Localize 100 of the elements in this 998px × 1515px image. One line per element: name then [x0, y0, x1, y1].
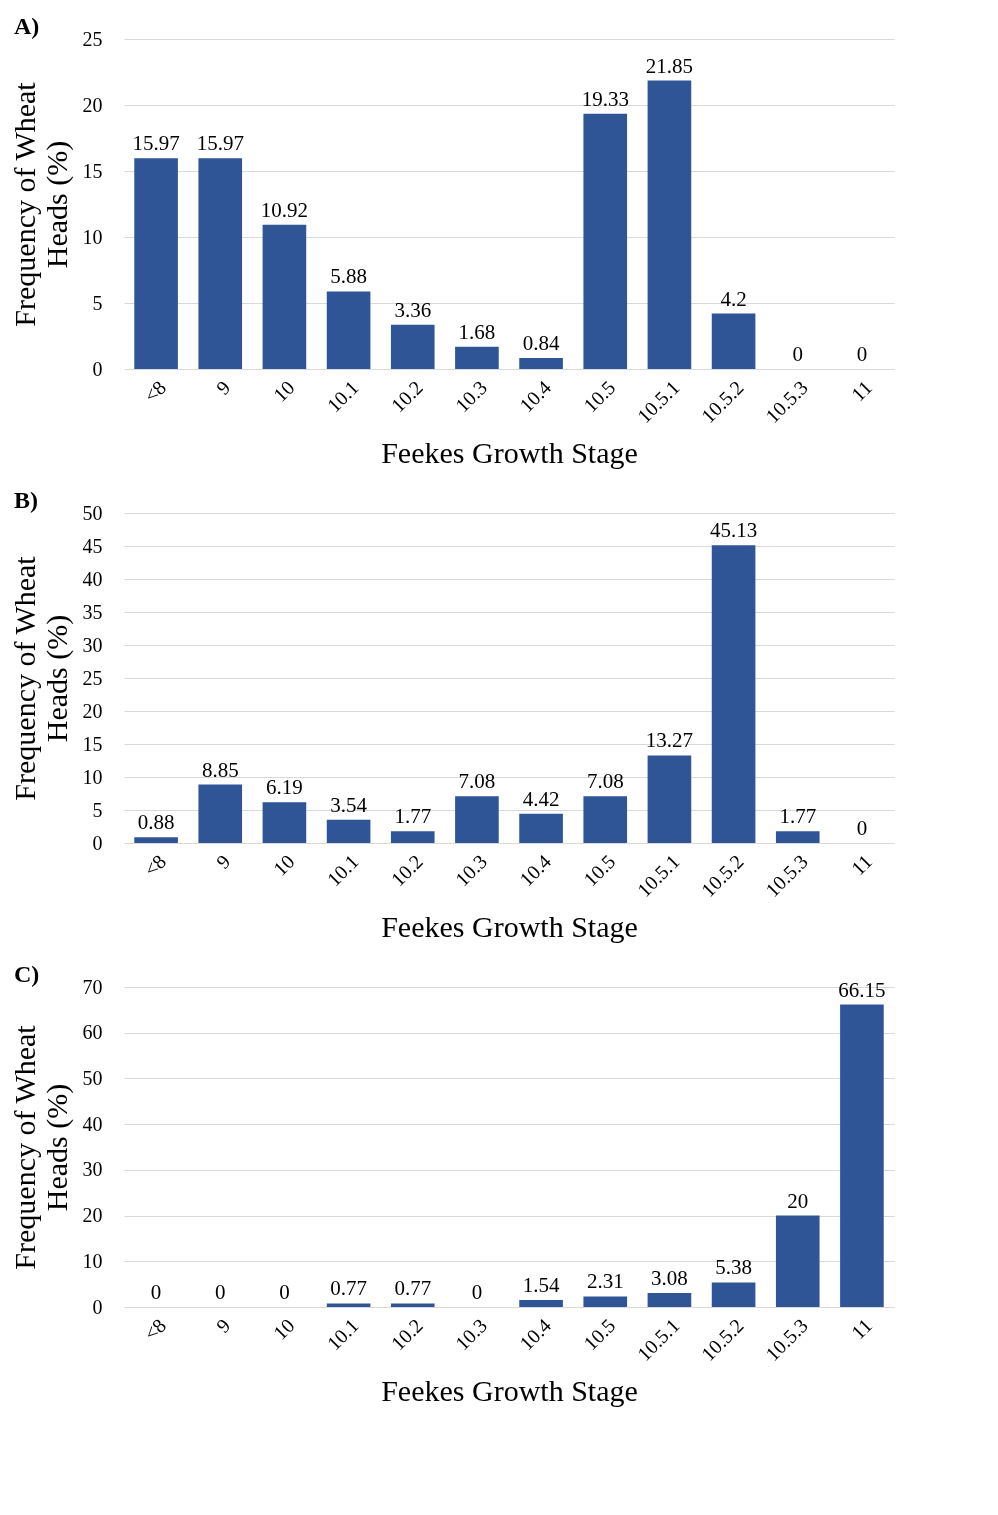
y-tick-label: 15 — [82, 732, 103, 755]
y-tick-label: 10 — [82, 1249, 103, 1272]
bar — [519, 357, 563, 369]
x-tick-label: 10.2 — [386, 376, 427, 417]
data-label: 1.77 — [779, 804, 817, 829]
data-label: 5.88 — [330, 264, 367, 289]
y-tick-label: 15 — [82, 159, 103, 182]
x-tick-label: 10 — [268, 850, 299, 880]
data-label: 4.42 — [522, 786, 560, 811]
x-tick-label: 10 — [268, 376, 299, 406]
bar — [326, 1303, 371, 1307]
data-label: 8.85 — [201, 757, 239, 782]
data-label: 0 — [215, 1280, 226, 1304]
bar — [390, 1303, 435, 1307]
data-label: 0 — [279, 1280, 290, 1304]
bar — [647, 80, 692, 369]
chart-title: B) — [14, 487, 38, 513]
bar — [711, 313, 756, 369]
bar — [198, 784, 243, 843]
data-label: 4.2 — [720, 286, 747, 311]
bar — [390, 831, 435, 843]
x-tick-label: 9 — [211, 1314, 235, 1337]
bar — [326, 819, 371, 843]
data-label: 3.36 — [394, 297, 432, 322]
data-label: 45.13 — [709, 518, 758, 543]
bar — [262, 224, 307, 369]
bar — [583, 1296, 628, 1307]
x-axis-title: Feekes Growth Stage — [381, 1374, 638, 1407]
x-tick-label: 10.3 — [450, 376, 492, 417]
bar — [840, 1004, 884, 1307]
x-tick-label: 10.1 — [322, 850, 363, 891]
bar — [134, 837, 178, 843]
x-tick-label: 10.3 — [450, 850, 492, 891]
data-label: 20 — [787, 1188, 809, 1213]
data-label: 0.88 — [137, 810, 175, 835]
data-label: 0 — [856, 816, 868, 840]
y-tick-label: 50 — [82, 1066, 103, 1089]
data-label: 21.85 — [645, 53, 694, 78]
bar — [775, 831, 820, 843]
y-axis-title: Frequency of Wheat Heads (%) — [7, 81, 74, 327]
data-label: 0 — [150, 1280, 162, 1304]
data-label: 0 — [792, 342, 803, 366]
bar — [711, 545, 756, 843]
x-tick-label: 10.1 — [322, 1314, 363, 1355]
y-tick-label: 35 — [82, 600, 103, 623]
y-tick-label: 20 — [82, 699, 103, 722]
x-tick-label: 10.4 — [514, 850, 556, 891]
x-tick-label: <8 — [139, 376, 171, 407]
y-tick-label: 0 — [92, 1295, 103, 1318]
x-tick-label: 10.2 — [386, 850, 427, 891]
data-label: 1.54 — [522, 1272, 560, 1297]
x-tick-label: 10.4 — [514, 1314, 556, 1355]
data-label: 15.97 — [132, 131, 180, 156]
bar — [455, 346, 499, 369]
y-tick-label: 30 — [82, 633, 103, 656]
data-label: 13.27 — [645, 728, 694, 753]
x-tick-label: 10.5 — [579, 850, 620, 891]
data-label: 0.77 — [394, 1276, 432, 1301]
x-tick-label: 10.1 — [322, 376, 363, 417]
bar — [390, 324, 435, 369]
chart-title: C) — [14, 961, 40, 987]
x-tick-label: 9 — [211, 850, 235, 873]
bar — [262, 802, 307, 843]
data-label: 0 — [471, 1280, 483, 1304]
bar — [198, 158, 243, 369]
bar — [711, 1282, 756, 1307]
data-label: 10.92 — [260, 197, 309, 222]
bar — [775, 1215, 820, 1307]
data-label: 19.33 — [581, 86, 629, 111]
x-tick-label: 10.4 — [514, 376, 556, 417]
data-label: 0.77 — [330, 1276, 367, 1301]
data-label: 1.77 — [394, 804, 432, 829]
y-tick-label: 5 — [92, 291, 103, 314]
x-tick-label: 10.3 — [450, 1314, 492, 1355]
y-tick-label: 40 — [82, 567, 103, 590]
x-tick-label: 9 — [211, 376, 235, 399]
bar — [583, 796, 628, 843]
y-tick-label: 10 — [82, 225, 103, 248]
chart-title: A) — [14, 13, 40, 39]
data-label: 6.19 — [266, 775, 303, 800]
y-tick-label: 10 — [82, 765, 103, 788]
x-axis-title: Feekes Growth Stage — [381, 910, 638, 943]
y-tick-label: 25 — [82, 666, 103, 689]
bar — [134, 158, 178, 369]
data-label: 66.15 — [838, 977, 886, 1002]
x-tick-label: 11 — [846, 376, 877, 406]
x-tick-label: 10.5 — [579, 376, 620, 417]
y-tick-label: 30 — [82, 1158, 103, 1181]
x-axis-title: Feekes Growth Stage — [381, 436, 638, 469]
y-tick-label: 60 — [82, 1021, 103, 1044]
x-tick-label: 11 — [846, 850, 877, 880]
y-axis-title: Frequency of Wheat Heads (%) — [7, 555, 74, 801]
data-label: 0 — [856, 342, 868, 366]
y-tick-label: 0 — [92, 831, 103, 854]
y-tick-label: 25 — [82, 27, 103, 50]
x-tick-label: 10.5 — [579, 1314, 620, 1355]
y-tick-label: 20 — [82, 93, 103, 116]
data-label: 2.31 — [586, 1269, 624, 1294]
y-tick-label: 50 — [82, 501, 103, 524]
bar — [583, 113, 628, 369]
